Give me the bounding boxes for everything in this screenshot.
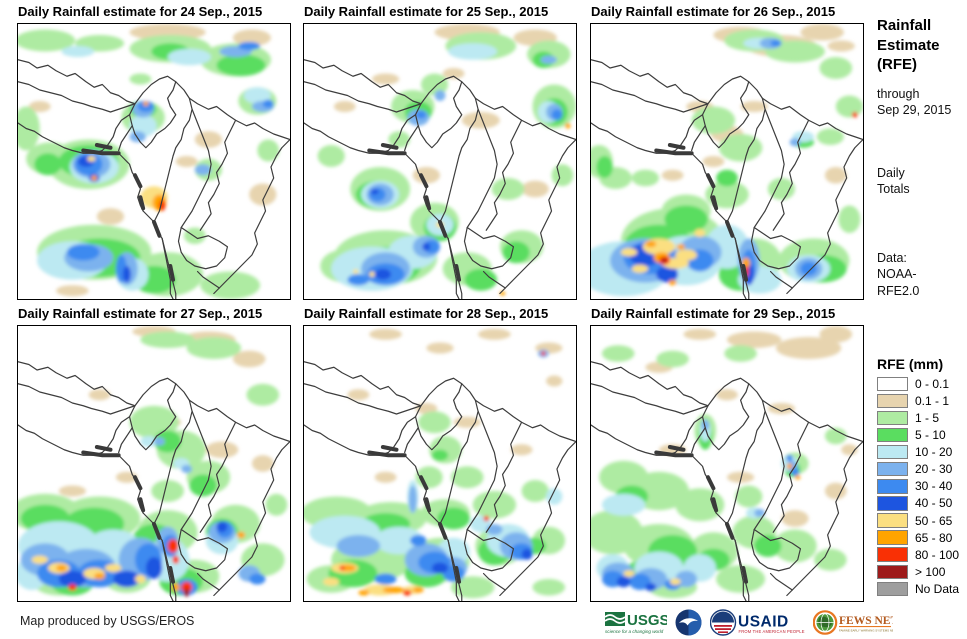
svg-text:FAMINE EARLY WARNING SYSTEMS N: FAMINE EARLY WARNING SYSTEMS NETWORK	[839, 628, 893, 632]
legend-item: 5 - 10	[877, 427, 959, 443]
through-label: through	[877, 87, 920, 101]
rainfall-map-26sep	[590, 23, 864, 300]
svg-text:USAID: USAID	[738, 613, 789, 630]
sidebar: Rainfall Estimate (RFE) through Sep 29, …	[877, 0, 966, 639]
panel-title: Daily Rainfall estimate for 28 Sep., 201…	[304, 306, 549, 321]
rainfall-map-25sep	[303, 23, 577, 300]
legend-label: 80 - 100	[915, 547, 960, 562]
svg-text:science for a changing world: science for a changing world	[605, 629, 664, 634]
panel-title: Daily Rainfall estimate for 24 Sep., 201…	[18, 4, 263, 19]
map-panel-29sep: Daily Rainfall estimate for 29 Sep., 201…	[590, 306, 864, 602]
legend-swatch	[877, 410, 908, 426]
legend-swatch	[877, 530, 908, 545]
svg-text:FROM THE AMERICAN PEOPLE: FROM THE AMERICAN PEOPLE	[739, 629, 805, 634]
legend-swatch	[877, 393, 908, 409]
legend-label: > 100	[915, 564, 946, 579]
legend-label: 10 - 20	[915, 445, 953, 460]
rainfall-map-28sep	[303, 325, 577, 602]
panel-title: Daily Rainfall estimate for 29 Sep., 201…	[591, 306, 836, 321]
legend-label: 0.1 - 1	[915, 393, 950, 408]
legend-swatch	[877, 564, 908, 580]
footer-logos: USGS science for a changing world USAID …	[604, 608, 893, 636]
legend-item: 0.1 - 1	[877, 393, 959, 409]
attribution-text: Map produced by USGS/EROS	[20, 614, 195, 628]
map-panel-26sep: Daily Rainfall estimate for 26 Sep., 201…	[590, 4, 864, 300]
legend-item: 0 - 0.1	[877, 376, 959, 391]
legend-label: 65 - 80	[915, 530, 953, 545]
svg-text:USGS: USGS	[627, 612, 667, 629]
usgs-logo: USGS science for a changing world	[604, 611, 667, 634]
panel-title: Daily Rainfall estimate for 25 Sep., 201…	[304, 4, 549, 19]
legend-item: 1 - 5	[877, 410, 959, 426]
legend-label: 50 - 65	[915, 513, 953, 528]
fewsnet-logo: FEWS NET FAMINE EARLY WARNING SYSTEMS NE…	[813, 609, 893, 635]
legend-label: 0 - 0.1	[915, 376, 950, 391]
legend-item: > 100	[877, 564, 959, 580]
svg-text:FEWS NET: FEWS NET	[839, 615, 893, 627]
legend-swatch	[877, 496, 908, 511]
sidebar-data-source: Data: NOAA-RFE2.0	[877, 251, 920, 298]
rainfall-map-29sep	[590, 325, 864, 602]
sidebar-period: Daily Totals	[877, 166, 910, 197]
sidebar-title: Rainfall Estimate (RFE)	[877, 17, 940, 73]
legend-item: 10 - 20	[877, 444, 959, 460]
map-panel-25sep: Daily Rainfall estimate for 25 Sep., 201…	[303, 4, 577, 300]
map-panel-28sep: Daily Rainfall estimate for 28 Sep., 201…	[303, 306, 577, 602]
legend-swatch	[877, 581, 908, 597]
legend-item: 40 - 50	[877, 496, 959, 511]
legend-swatch	[877, 513, 908, 528]
legend-swatch	[877, 444, 908, 460]
legend-item: 65 - 80	[877, 530, 959, 545]
legend-swatch	[877, 461, 908, 477]
legend-items: 0 - 0.1 0.1 - 1 1 - 5 5 - 10 10 - 20 20 - 30 3…	[877, 376, 960, 599]
legend-item: 50 - 65	[877, 513, 959, 528]
noaa-logo	[675, 609, 702, 635]
map-panel-24sep: Daily Rainfall estimate for 24 Sep., 201…	[17, 4, 291, 300]
through-date: Sep 29, 2015	[877, 103, 952, 118]
legend-item: 20 - 30	[877, 461, 959, 477]
legend-title: RFE (mm)	[877, 356, 944, 372]
legend-swatch	[877, 376, 908, 391]
legend-label: 40 - 50	[915, 496, 953, 511]
legend-label: 1 - 5	[915, 410, 940, 425]
legend-item: 30 - 40	[877, 479, 959, 494]
legend-swatch	[877, 479, 908, 494]
panel-title: Daily Rainfall estimate for 26 Sep., 201…	[591, 4, 836, 19]
legend-item: No Data	[877, 581, 960, 597]
legend-item: 80 - 100	[877, 547, 960, 562]
rainfall-map-24sep	[17, 23, 291, 300]
usaid-logo: USAID FROM THE AMERICAN PEOPLE	[710, 608, 805, 636]
legend-label: 5 - 10	[915, 428, 946, 443]
legend-label: 20 - 30	[915, 462, 953, 477]
map-panel-27sep: Daily Rainfall estimate for 27 Sep., 201…	[17, 306, 291, 602]
sidebar-through: through Sep 29, 2015	[877, 86, 962, 119]
legend-label: 30 - 40	[915, 479, 953, 494]
rainfall-map-27sep	[17, 325, 291, 602]
legend-swatch	[877, 547, 908, 562]
legend-label: No Data	[915, 581, 960, 596]
panel-title: Daily Rainfall estimate for 27 Sep., 201…	[18, 306, 263, 321]
legend-swatch	[877, 427, 908, 443]
